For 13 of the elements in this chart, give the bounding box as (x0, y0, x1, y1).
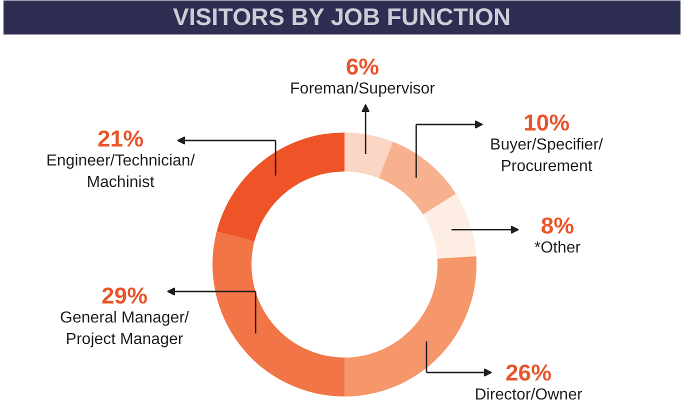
data-label: 26% (505, 360, 552, 386)
slice-label: *Other (534, 240, 582, 256)
data-label: 8% (540, 212, 574, 238)
data-label: 10% (523, 110, 570, 136)
slice-label: Engineer/Technician/Machinist (46, 152, 196, 191)
slice-label: Buyer/Specifier/Procurement (490, 136, 604, 175)
data-label: 6% (346, 54, 380, 80)
data-label: 21% (97, 126, 144, 152)
slice-label: General Manager/Project Manager (60, 310, 190, 348)
data-label: 29% (101, 282, 148, 308)
slice-label: Foreman/Supervisor (290, 80, 436, 98)
chart-title: VISITORS BY JOB FUNCTION (172, 4, 511, 31)
slice-label: Director/Owner (474, 386, 583, 404)
